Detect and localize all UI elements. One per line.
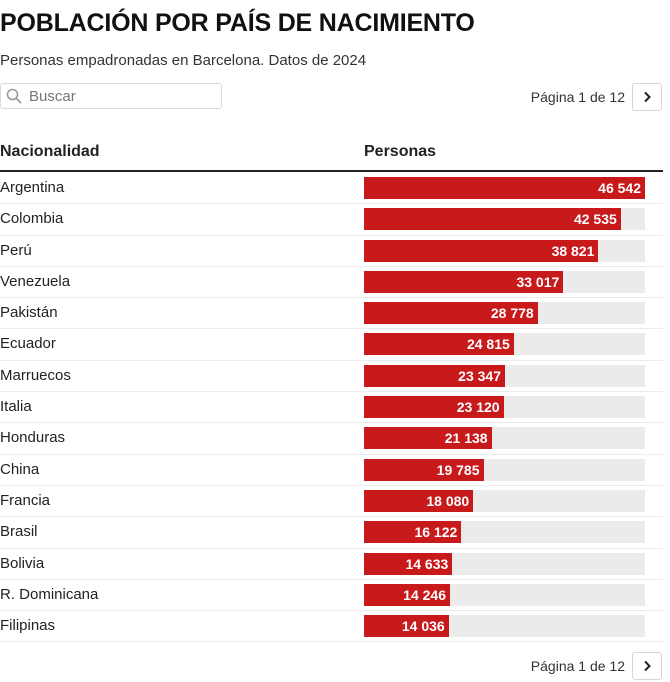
bar-value-label: 28 778 [490,305,534,322]
next-page-button[interactable] [632,652,662,680]
chevron-right-icon [644,91,651,103]
bar-track: 18 080 [364,489,645,512]
bar-value-label: 14 633 [405,555,449,572]
bar-value-label: 14 246 [403,586,446,603]
row-label: Venezuela [0,272,71,290]
bar-value-label: 33 017 [516,273,560,290]
bar: 28 778 [364,302,538,325]
bar-value-label: 19 785 [436,461,480,478]
bar-track: 24 815 [364,333,645,356]
bar-value-label: 14 036 [401,618,445,635]
bar: 24 815 [364,333,514,356]
table-row: Ecuador 24 815 [0,329,663,361]
bar-value-label: 46 542 [598,180,641,196]
pagination-top: Página 1 de 12 [531,83,662,111]
bar-value-label: 18 080 [426,492,470,509]
table-header: Nacionalidad Personas [0,142,663,172]
row-label: Francia [0,491,51,509]
table-row: R. Dominicana 14 246 [0,580,663,612]
column-header-nationality[interactable]: Nacionalidad [0,143,100,160]
table-row: Filipinas 14 036 [0,611,663,643]
table-row: Argentina 46 542 [0,173,663,205]
table-row: Pakistán 28 778 [0,298,663,330]
row-label: Argentina [0,179,65,196]
bar-track: 14 036 [364,615,645,638]
table-row: Marruecos 23 347 [0,361,663,393]
bar-value-label: 16 122 [414,524,458,541]
bar: 42 535 [364,208,621,231]
bar-track: 19 785 [364,458,645,481]
table-row: Colombia 42 535 [0,204,663,236]
bar: 18 080 [364,489,474,512]
row-label: Brasil [0,523,38,541]
bar: 14 633 [364,552,453,575]
chart-title: POBLACIÓN POR PAÍS DE NACIMIENTO [0,9,475,37]
bar: 33 017 [364,270,564,293]
row-label: Colombia [0,210,64,228]
row-label: Pakistán [0,304,58,322]
chart-subtitle: Personas empadronadas en Barcelona. Dato… [0,52,367,69]
bar-value-label: 23 347 [458,367,501,384]
row-label: China [0,460,40,478]
bar: 14 246 [364,583,450,606]
bar: 46 542 [364,177,645,199]
bar-track: 28 778 [364,302,645,325]
column-header-people[interactable]: Personas [364,143,437,160]
search-icon [6,88,22,104]
table-body: Argentina 46 542 Colombia 42 535 Perú 38 821 V… [0,173,663,643]
table-row: Brasil 16 122 [0,517,663,549]
bar-track: 14 633 [364,552,645,575]
bar-value-label: 21 138 [444,430,488,447]
row-label: Bolivia [0,554,45,572]
bar-value-label: 42 535 [573,211,617,228]
bar: 14 036 [364,615,449,638]
bar-track: 23 347 [364,364,645,387]
table-row: Venezuela 33 017 [0,267,663,299]
bar-track: 14 246 [364,583,645,606]
bar: 23 347 [364,364,505,387]
bar-track: 33 017 [364,270,645,293]
table-row: Honduras 21 138 [0,423,663,455]
page-indicator: Página 1 de 12 [530,89,625,105]
row-label: Ecuador [0,335,56,353]
row-label: Italia [0,398,32,416]
bar-value-label: 38 821 [551,242,595,259]
table-row: Bolivia 14 633 [0,549,663,580]
bar: 21 138 [364,427,492,450]
chevron-right-icon [644,660,651,672]
row-label: Marruecos [0,366,71,384]
bar: 23 120 [364,396,504,419]
bar: 19 785 [364,458,484,481]
search-input[interactable] [29,87,214,105]
bar: 38 821 [364,239,599,262]
bar-value-label: 23 120 [456,399,500,416]
table-row: Italia 23 120 [0,392,663,424]
table-row: China 19 785 [0,455,663,486]
row-label: R. Dominicana [0,585,99,603]
bar-track: 42 535 [364,208,645,231]
bar: 16 122 [364,521,462,544]
table-row: Perú 38 821 [0,236,663,267]
row-label: Honduras [0,429,66,447]
bar-track: 46 542 [364,177,645,199]
bar-value-label: 24 815 [466,336,510,353]
pagination-bottom: Página 1 de 12 [531,652,662,680]
bar-track: 23 120 [364,396,645,419]
search-box[interactable] [0,83,222,109]
row-label: Filipinas [0,617,56,635]
table-row: Francia 18 080 [0,486,663,518]
bar-track: 38 821 [364,239,645,262]
next-page-button[interactable] [632,83,662,111]
bar-track: 16 122 [364,521,645,544]
page-indicator: Página 1 de 12 [530,658,625,674]
bar-track: 21 138 [364,427,645,450]
row-label: Perú [0,241,32,259]
